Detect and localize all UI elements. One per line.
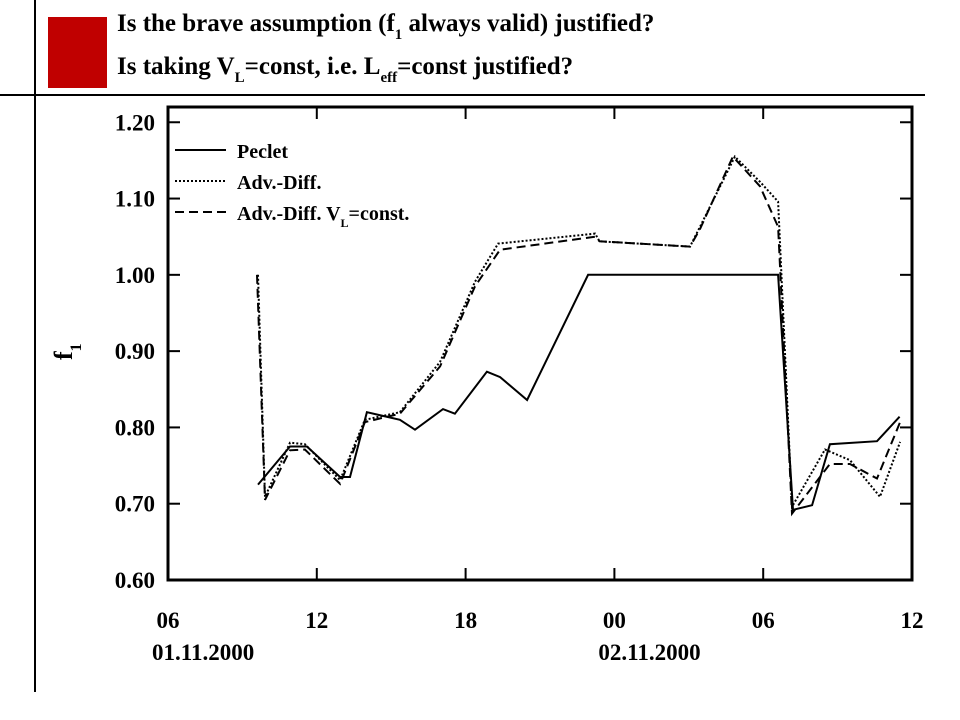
text-part: =const justified?	[397, 53, 573, 80]
x-date-label: 01.11.2000	[152, 640, 254, 665]
y-axis-label: f1	[49, 343, 85, 360]
x-tick-label: 00	[603, 608, 626, 633]
x-tick-label: 12	[305, 608, 328, 633]
x-tick-label: 18	[454, 608, 477, 633]
slide-heading: Is taking VL=const, i.e. Leff=const just…	[117, 53, 573, 86]
x-tick-label: 12	[901, 608, 924, 633]
legend-label: Peclet	[237, 141, 288, 163]
x-tick-label: 06	[752, 608, 775, 633]
subscript: L	[235, 70, 245, 86]
y-tick-label: 0.90	[115, 339, 155, 364]
subscript: eff	[380, 70, 398, 86]
series-line	[256, 154, 902, 517]
x-tick-label: 06	[157, 608, 180, 633]
y-tick-label: 1.00	[115, 263, 155, 288]
text-part: Is the brave assumption (f	[117, 10, 395, 37]
legend-label: Adv.-Diff.	[237, 172, 321, 194]
y-tick-label: 0.60	[115, 568, 155, 593]
text-part: f	[49, 351, 78, 360]
y-tick-label: 0.70	[115, 492, 155, 517]
text-part: =const, i.e. L	[245, 53, 381, 80]
subscript: L	[341, 216, 349, 230]
y-tick-label: 1.10	[115, 187, 155, 212]
bullet-square	[48, 17, 107, 88]
text-part: =const.	[349, 203, 410, 225]
text-part: always valid) justified?	[402, 10, 654, 37]
slide-heading: Is the brave assumption (f1 always valid…	[117, 10, 654, 43]
y-tick-label: 0.80	[115, 415, 155, 440]
series-line	[257, 154, 902, 511]
text-part: Is taking V	[117, 53, 235, 80]
subscript: 1	[68, 343, 85, 351]
plot-frame	[166, 105, 914, 582]
x-date-label: 02.11.2000	[598, 640, 700, 665]
text-part: Adv.-Diff. V	[237, 203, 341, 225]
y-tick-label: 1.20	[115, 110, 155, 135]
subscript: 1	[395, 27, 403, 43]
legend-label: Adv.-Diff. VL=const.	[237, 203, 409, 230]
series-line	[257, 273, 901, 512]
